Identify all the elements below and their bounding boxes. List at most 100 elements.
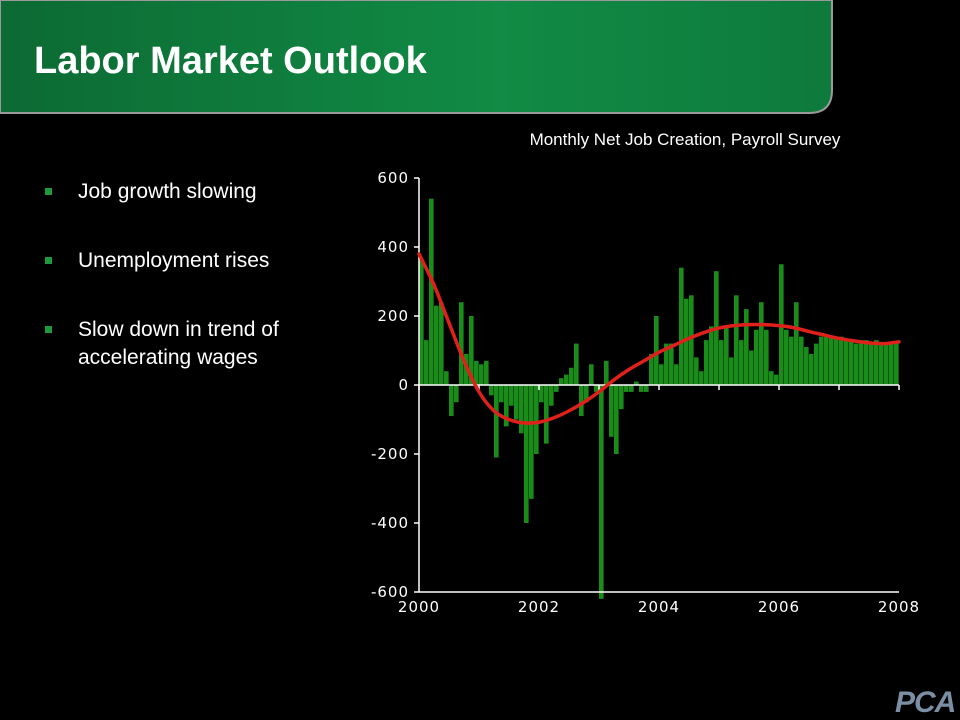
- chart-bar: [629, 385, 634, 392]
- chart-bar: [539, 385, 544, 403]
- chart-bar: [434, 305, 439, 385]
- chart-bar: [669, 343, 674, 385]
- bullet-text: Job growth slowing: [78, 180, 257, 203]
- chart-bar: [449, 385, 454, 417]
- trend-line: [417, 252, 901, 425]
- chart-bar: [884, 343, 889, 385]
- chart-bar: [459, 302, 464, 385]
- chart-bar: [419, 260, 424, 385]
- chart-bar: [759, 302, 764, 385]
- chart-bar: [534, 385, 539, 454]
- chart-bar: [649, 353, 654, 385]
- chart-bar: [804, 347, 809, 385]
- chart-bar: [544, 385, 549, 444]
- chart-bar: [834, 336, 839, 385]
- chart-bar: [609, 385, 614, 437]
- chart-bar: [589, 364, 594, 385]
- chart-bar: [854, 343, 859, 385]
- chart-bar: [429, 198, 434, 385]
- bullet-text: Slow down in trend of accelerating wages: [78, 318, 279, 369]
- chart-bar: [694, 357, 699, 385]
- chart-bar: [769, 371, 774, 385]
- chart-title: Monthly Net Job Creation, Payroll Survey: [529, 130, 841, 149]
- chart-bar: [484, 360, 489, 385]
- chart-bar: [869, 343, 874, 385]
- chart-bar: [889, 343, 894, 385]
- x-tick-label: 2002: [518, 598, 560, 616]
- chart-bar: [439, 302, 444, 385]
- chart-bar: [749, 350, 754, 385]
- bullet-text: Unemployment rises: [78, 249, 270, 272]
- chart-bar: [469, 316, 474, 385]
- bullet-item: Job growth slowing: [42, 178, 312, 206]
- chart-bar: [689, 295, 694, 385]
- chart-bar: [684, 298, 689, 385]
- chart-bar: [599, 385, 604, 599]
- chart-bar: [839, 336, 844, 385]
- chart-bar: [709, 326, 714, 385]
- chart-bar: [809, 353, 814, 385]
- chart-bar: [614, 385, 619, 454]
- y-tick-label: 200: [377, 307, 409, 325]
- chart-bar: [754, 329, 759, 385]
- bullet-list: Job growth slowing Unemployment rises Sl…: [42, 178, 312, 372]
- chart-bar: [594, 385, 599, 392]
- trend-layer: [417, 252, 901, 425]
- chart-bar: [489, 385, 494, 396]
- chart-bar: [579, 385, 584, 417]
- x-tick-label: 2000: [398, 598, 440, 616]
- chart-bar: [744, 309, 749, 385]
- chart-bar: [504, 385, 509, 427]
- y-tick-label: 600: [377, 169, 409, 187]
- chart-bar: [774, 374, 779, 385]
- chart-bar: [549, 385, 554, 406]
- chart-bar: [574, 343, 579, 385]
- chart-bar: [494, 385, 499, 458]
- chart-bar: [444, 371, 449, 385]
- chart-bar: [729, 357, 734, 385]
- chart-bar: [784, 329, 789, 385]
- chart-bar: [849, 340, 854, 385]
- chart-bar: [654, 316, 659, 385]
- chart-bar: [734, 295, 739, 385]
- chart-bar: [509, 385, 514, 406]
- bullet-item: Slow down in trend of accelerating wages: [42, 316, 312, 372]
- chart-bar: [789, 336, 794, 385]
- chart-bar: [529, 385, 534, 499]
- chart-bar: [519, 385, 524, 434]
- x-tick-label: 2004: [638, 598, 680, 616]
- chart-bar: [639, 385, 644, 392]
- chart-bar: [699, 371, 704, 385]
- chart-bar: [624, 385, 629, 392]
- chart-bar: [604, 360, 609, 385]
- chart-bar: [499, 385, 504, 403]
- chart-bar: [719, 340, 724, 385]
- chart-bar: [814, 343, 819, 385]
- chart-bar: [874, 340, 879, 385]
- x-tick-label: 2006: [758, 598, 800, 616]
- chart-bar: [454, 385, 459, 403]
- chart-bar: [664, 343, 669, 385]
- axes-layer: [414, 177, 900, 593]
- chart-bar: [569, 367, 574, 385]
- chart-bar: [794, 302, 799, 385]
- square-bullet-icon: [45, 188, 52, 195]
- chart-bar: [829, 336, 834, 385]
- chart-bar: [824, 336, 829, 385]
- chart-bar: [474, 360, 479, 385]
- chart-bar: [554, 385, 559, 392]
- chart-bar: [564, 374, 569, 385]
- chart-bar: [819, 336, 824, 385]
- chart-bar: [524, 385, 529, 523]
- chart-bar: [844, 340, 849, 385]
- y-tick-label: -200: [371, 445, 409, 463]
- chart-bar: [659, 364, 664, 385]
- chart-bar: [894, 343, 899, 385]
- chart-bar: [724, 326, 729, 385]
- y-tick-label: 400: [377, 238, 409, 256]
- chart-bar: [479, 364, 484, 385]
- chart-bar: [634, 381, 639, 385]
- chart-bar: [764, 329, 769, 385]
